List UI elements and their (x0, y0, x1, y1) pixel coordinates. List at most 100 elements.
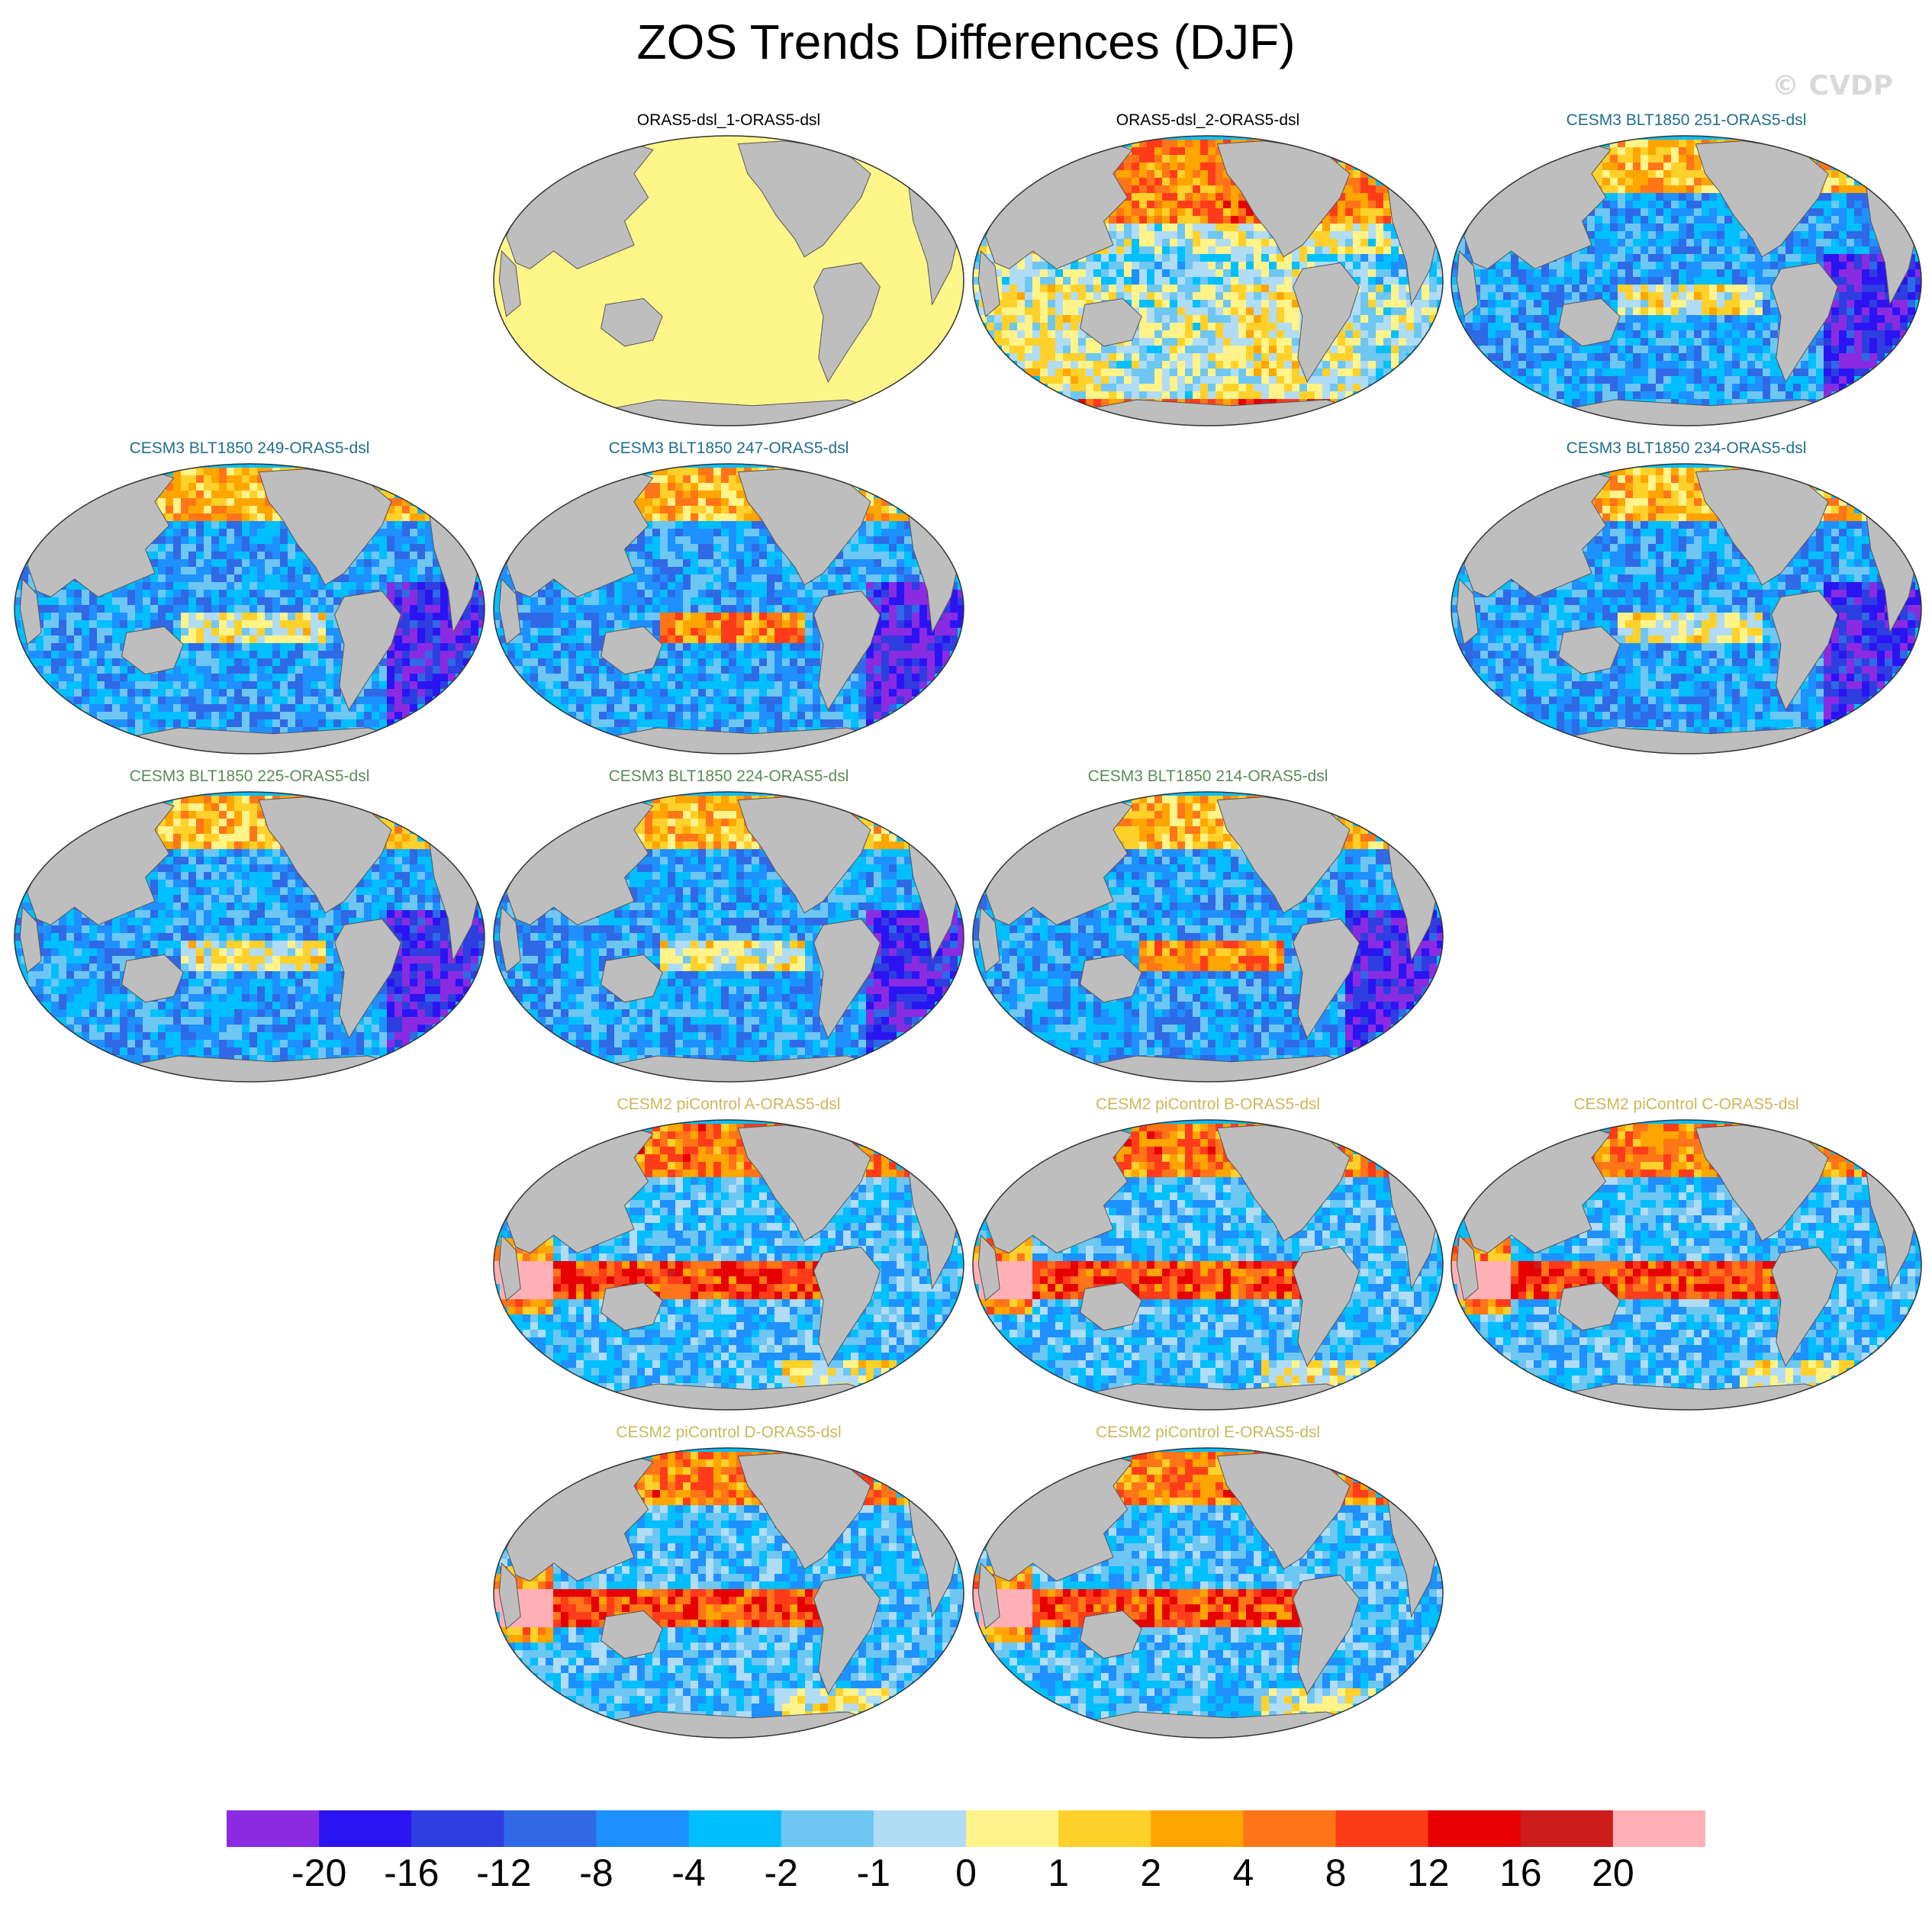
map-border (1451, 135, 1922, 426)
landmass (813, 919, 881, 1039)
world-map (972, 1119, 1444, 1411)
map-panel: ORAS5-dsl_2-ORAS5-dsl (971, 111, 1444, 431)
landmass (1293, 919, 1360, 1039)
world-map (493, 463, 964, 755)
cvdp-watermark: © CVDP (1772, 70, 1893, 101)
world-map (493, 1119, 964, 1411)
landmass (1456, 1234, 1479, 1301)
landmass (601, 1282, 663, 1331)
landmass (1771, 262, 1838, 383)
colorbar-tick-label: -16 (373, 1851, 449, 1895)
colorbar-swatch (1243, 1810, 1337, 1847)
map-border (972, 135, 1444, 426)
colorbar-swatch (688, 1810, 782, 1847)
colorbar-tick-label: 12 (1390, 1851, 1467, 1895)
map-panel: CESM2 piControl D-ORAS5-dsl (492, 1423, 965, 1743)
map-panel: CESM3 BLT1850 251-ORAS5-dsl (1450, 111, 1923, 431)
landmass (498, 906, 521, 973)
landmass (977, 906, 1000, 973)
landmass (1771, 1247, 1838, 1367)
landmass (19, 906, 42, 973)
world-map (972, 135, 1444, 426)
map-panel-title: CESM2 piControl D-ORAS5-dsl (492, 1423, 965, 1443)
colorbar-swatch (1428, 1810, 1521, 1847)
colorbar-tick-label: 16 (1483, 1851, 1559, 1895)
map-panel: CESM3 BLT1850 214-ORAS5-dsl (971, 767, 1444, 1087)
colorbar-swatch (227, 1810, 320, 1847)
map-panel: CESM3 BLT1850 249-ORAS5-dsl (13, 439, 486, 759)
world-map (14, 791, 485, 1083)
map-border (14, 791, 485, 1083)
map-border (493, 1447, 964, 1739)
ocean-field (494, 136, 964, 426)
map-border (14, 463, 485, 755)
colorbar-swatch (1520, 1810, 1614, 1847)
world-map (14, 463, 485, 755)
world-map (493, 135, 964, 426)
landmass (813, 1575, 881, 1695)
colorbar-swatch (1058, 1810, 1151, 1847)
colorbar-tick-label: -12 (465, 1851, 542, 1895)
landmass (977, 249, 1000, 317)
colorbar-swatch (873, 1810, 967, 1847)
colorbar-swatch (1151, 1810, 1244, 1847)
map-panel-title: CESM2 piControl B-ORAS5-dsl (971, 1095, 1444, 1115)
map-panel-title: CESM3 BLT1850 214-ORAS5-dsl (971, 767, 1444, 787)
colorbar-swatch (781, 1810, 874, 1847)
colorbar-swatch (966, 1810, 1059, 1847)
map-border (493, 1119, 964, 1411)
world-map (493, 1447, 964, 1739)
map-panel-title: CESM3 BLT1850 251-ORAS5-dsl (1450, 111, 1923, 130)
map-panel-title: CESM2 piControl E-ORAS5-dsl (971, 1423, 1444, 1443)
colorbar-swatch (1335, 1810, 1429, 1847)
map-border (1451, 1119, 1922, 1411)
world-map (493, 791, 964, 1083)
map-panel-title: CESM2 piControl C-ORAS5-dsl (1450, 1095, 1923, 1115)
map-panel: CESM2 piControl A-ORAS5-dsl (492, 1095, 965, 1415)
map-border (972, 1119, 1444, 1411)
colorbar-tick-label: 2 (1113, 1851, 1189, 1895)
landmass (498, 249, 521, 317)
landmass (1558, 626, 1621, 675)
landmass (601, 626, 663, 675)
landmass (1456, 578, 1479, 645)
map-panel-title: CESM3 BLT1850 249-ORAS5-dsl (13, 439, 486, 458)
colorbar-swatch (319, 1810, 412, 1847)
landmass (977, 1234, 1000, 1301)
landmass (1293, 262, 1360, 383)
world-map (972, 791, 1444, 1083)
colorbar-swatch (596, 1810, 690, 1847)
landmass (1456, 249, 1479, 317)
landmass (1080, 298, 1142, 347)
world-map (1451, 1119, 1922, 1411)
colorbar-tick-label: -8 (559, 1851, 635, 1895)
landmass (498, 1234, 521, 1301)
landmass (977, 1562, 1000, 1630)
colorbar-tick-label: 4 (1205, 1851, 1281, 1895)
world-map (1451, 463, 1922, 755)
map-panel-title: CESM3 BLT1850 225-ORAS5-dsl (13, 767, 486, 787)
colorbar-tick-label: -4 (651, 1851, 727, 1895)
colorbar-tick-label: -20 (281, 1851, 357, 1895)
landmass (813, 262, 881, 383)
colorbar-swatch (504, 1810, 597, 1847)
map-panel-title: CESM2 piControl A-ORAS5-dsl (492, 1095, 965, 1115)
colorbar-tick-label: -1 (836, 1851, 912, 1895)
map-panel-title: CESM3 BLT1850 224-ORAS5-dsl (492, 767, 965, 787)
landmass (1293, 1247, 1360, 1367)
landmass (1293, 1575, 1360, 1695)
map-panel: CESM3 BLT1850 247-ORAS5-dsl (492, 439, 965, 759)
map-panel: CESM3 BLT1850 224-ORAS5-dsl (492, 767, 965, 1087)
landmass (601, 1610, 663, 1659)
map-border (493, 135, 964, 426)
colorbar-tick-label: 20 (1575, 1851, 1651, 1895)
landmass (498, 578, 521, 645)
map-border (493, 791, 964, 1083)
colorbar (227, 1810, 1705, 1847)
landmass (813, 590, 881, 711)
map-border (1451, 463, 1922, 755)
map-panel: CESM2 piControl B-ORAS5-dsl (971, 1095, 1444, 1415)
landmass (1558, 298, 1621, 347)
colorbar-tick-label: 0 (928, 1851, 1004, 1895)
landmass (334, 590, 401, 711)
